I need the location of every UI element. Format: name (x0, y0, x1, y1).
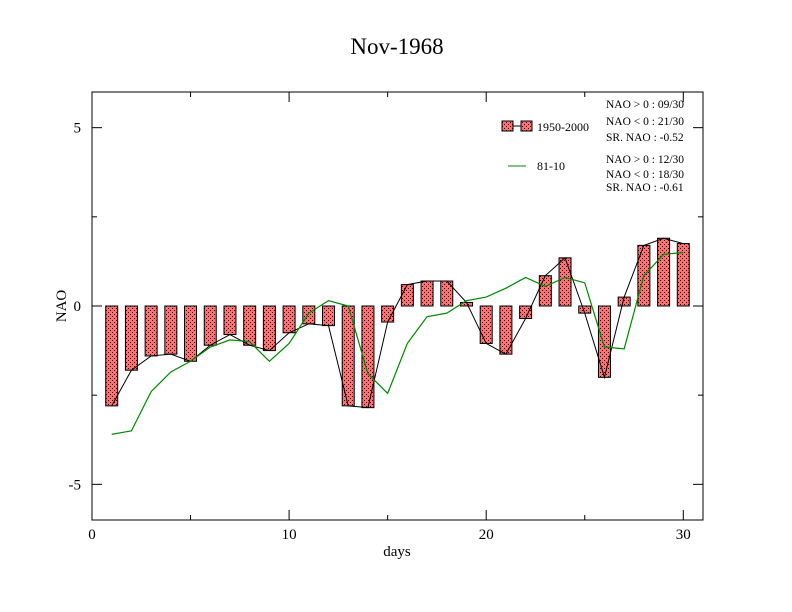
bar (597, 305, 611, 378)
legend-stat: NAO > 0 : 09/30 (606, 99, 684, 111)
legend-stat: NAO < 0 : 18/30 (606, 169, 684, 181)
bar (282, 305, 296, 334)
legend-stat: NAO < 0 : 21/30 (606, 116, 684, 128)
series-line-81-10 (111, 251, 684, 435)
legend-stat: SR. NAO : -0.52 (606, 132, 684, 144)
bar (538, 275, 552, 307)
bar (657, 237, 671, 307)
bar (262, 305, 276, 352)
legend-bar-swatch (501, 120, 514, 132)
bar (124, 305, 138, 371)
bar (558, 257, 572, 307)
bar (243, 305, 257, 346)
x-tick-label: 20 (479, 527, 494, 543)
x-axis-label: days (383, 544, 411, 560)
bar-series (105, 237, 690, 409)
tick-labels: 0 10 20 30 -5 0 5 (69, 121, 691, 543)
bar-trend-polyline (111, 237, 684, 409)
bar (361, 305, 375, 409)
bar (184, 305, 198, 362)
chart-title: Nov-1968 (350, 34, 443, 59)
x-tick-label: 30 (676, 527, 691, 543)
y-tick-label: -5 (69, 477, 82, 493)
bar (400, 284, 414, 307)
bar (144, 305, 158, 357)
bar-trend-line (111, 237, 684, 409)
bar (479, 305, 493, 344)
y-axis-label: NAO (54, 290, 70, 323)
legend-stat: NAO > 0 : 12/30 (606, 154, 684, 166)
line-series (111, 251, 684, 435)
legend: 1950-2000 NAO > 0 : 09/30 NAO < 0 : 21/3… (501, 99, 684, 194)
legend-label: 1950-2000 (537, 120, 589, 134)
bar (519, 305, 533, 319)
bar (322, 305, 336, 327)
legend-label: 81-10 (537, 159, 565, 173)
bar (223, 305, 237, 336)
y-tick-label: 0 (74, 299, 82, 315)
x-tick-label: 0 (88, 527, 96, 543)
bar (420, 280, 434, 307)
x-tick-label: 10 (282, 527, 297, 543)
bar (203, 305, 217, 346)
axis-ticks (91, 92, 703, 520)
bar (105, 305, 119, 407)
bar (440, 280, 454, 307)
legend-bar-swatch (520, 120, 533, 132)
bar (302, 305, 316, 325)
bar (164, 305, 178, 355)
legend-stat: SR. NAO : -0.61 (606, 182, 684, 194)
y-tick-label: 5 (74, 121, 82, 137)
